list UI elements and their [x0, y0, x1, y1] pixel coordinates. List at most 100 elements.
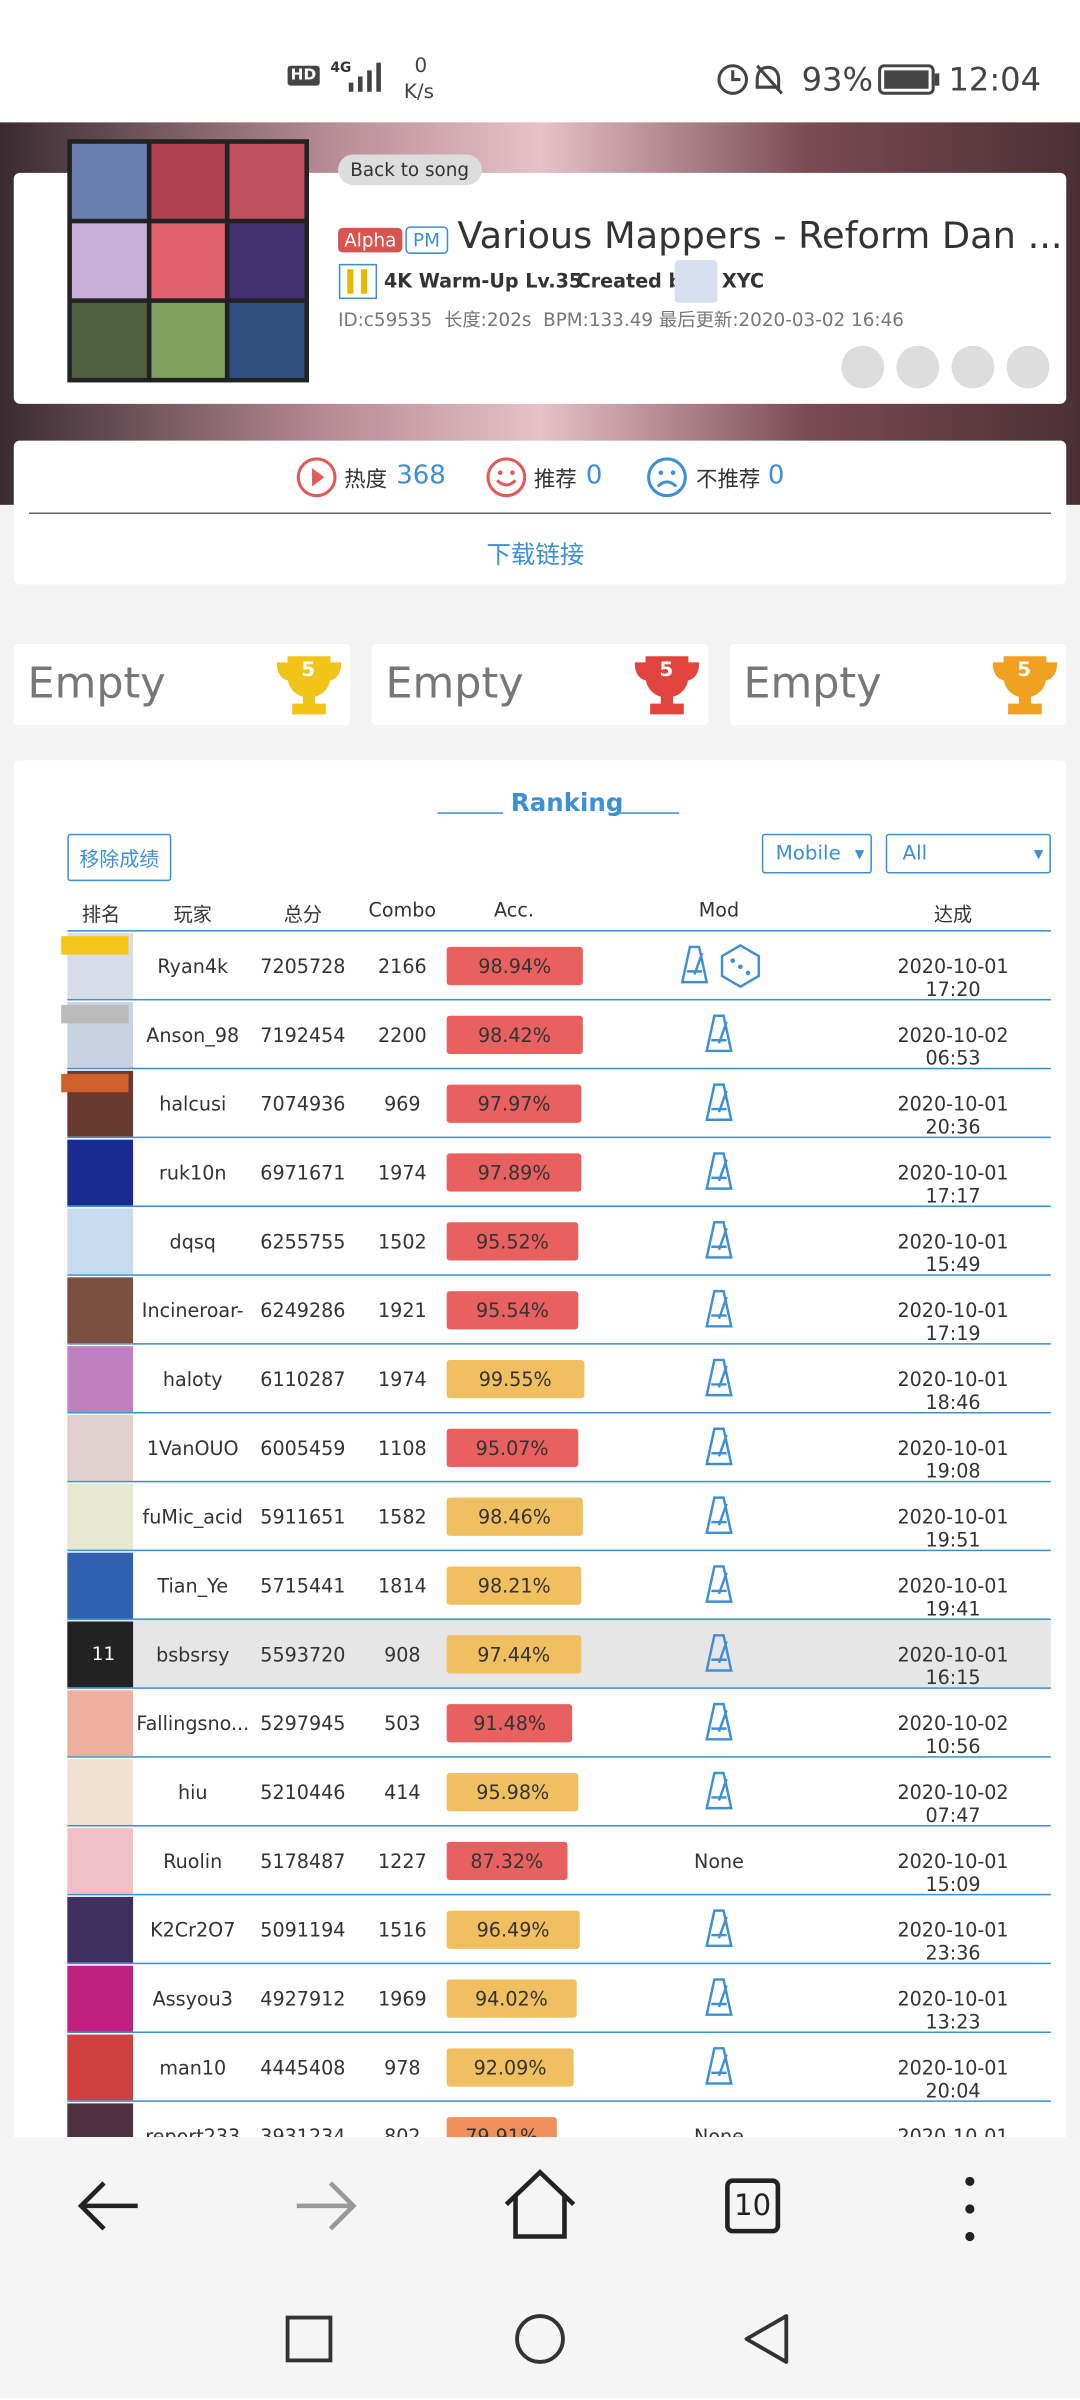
metronome-mod-icon [680, 945, 709, 984]
hot-count: 368 [396, 460, 446, 492]
creator-avatar [674, 260, 718, 303]
like-count: 0 [585, 460, 603, 492]
delete-button[interactable] [951, 345, 995, 389]
player-name: 1VanOUO [146, 1436, 239, 1460]
score: 7192454 [260, 1023, 346, 1047]
slot-text: Empty [743, 657, 882, 709]
score: 3931234 [260, 2124, 346, 2138]
filter-select[interactable]: All ▼ [885, 833, 1051, 874]
score: 5178487 [260, 1849, 346, 1873]
share-button[interactable] [1006, 345, 1050, 389]
metronome-mod-icon [705, 1565, 733, 1603]
player-avatar [67, 1483, 134, 1550]
column-header: Mod [698, 897, 740, 921]
back-button[interactable]: Back to song [338, 154, 482, 186]
player-avatar [67, 2034, 134, 2101]
player-name: halcusi [159, 1092, 227, 1116]
combo: 908 [384, 1642, 421, 1666]
row-rule [67, 1893, 1051, 1896]
achieved-date: 2020-10-01 17:20 [897, 954, 1009, 1001]
score: 5715441 [260, 1574, 346, 1598]
signal-icon [348, 62, 381, 92]
accuracy-bar: 95.54% [446, 1291, 579, 1330]
accuracy-bar: 98.21% [446, 1566, 582, 1605]
download-link[interactable]: 下载链接 [486, 540, 585, 570]
accuracy-bar: 95.98% [446, 1772, 579, 1812]
battery-percent: 93% [801, 61, 874, 98]
like-label[interactable]: 推荐 [533, 468, 577, 493]
row-rule [67, 2031, 1051, 2034]
player-name: haloty [162, 1367, 223, 1391]
slot-text: Empty [385, 657, 524, 709]
row-rule [67, 2100, 1051, 2102]
column-header: Acc. [494, 897, 534, 921]
home-nav[interactable] [502, 2168, 578, 2241]
system-nav[interactable] [285, 2313, 805, 2368]
song-meta: ID:c59535 长度:202s BPM:133.49 最后更新:2020-0… [338, 309, 904, 331]
combo: 978 [384, 2055, 421, 2079]
player-name: Tian_Ye [157, 1574, 229, 1598]
achieved-date: 2020-10-01 15:49 [897, 1229, 1009, 1276]
rank-band [61, 1005, 129, 1024]
tabs-nav[interactable]: 10 [725, 2178, 781, 2234]
metronome-mod-icon [705, 1427, 733, 1466]
dislike-label[interactable]: 不推荐 [696, 468, 761, 493]
dislike-count: 0 [767, 460, 785, 492]
menu-nav[interactable] [958, 2175, 982, 2242]
row-rule [67, 998, 1051, 1001]
player-name: bsbsrsy [156, 1642, 230, 1666]
badge-alpha: Alpha [338, 227, 403, 253]
column-header: 排名 [81, 902, 121, 926]
player-name: ruk10n [158, 1161, 227, 1185]
ranking-table: 排名 玩家 总分 Combo Acc. Mod 达成 Ryan4k 7205728 2166 98.… [61, 897, 1051, 2138]
player-name: man10 [159, 2055, 227, 2079]
mod-text: None [694, 2124, 744, 2138]
player-name: K2Cr2O7 [150, 1918, 236, 1942]
battery-icon [878, 64, 940, 95]
accuracy-bar: 97.44% [446, 1635, 581, 1674]
edit-button[interactable] [896, 345, 940, 389]
achieved-date: 2020-10-01 16:15 [897, 1642, 1009, 1689]
player-name: hiu [177, 1780, 208, 1804]
rank-band [61, 1073, 129, 1093]
score: 6255755 [260, 1229, 346, 1253]
row-rule [67, 1687, 1051, 1689]
slot-text: Empty [27, 657, 166, 709]
hd-icon: HD [287, 65, 320, 86]
rank-number: 11 [91, 1642, 116, 1665]
forward-nav[interactable] [291, 2175, 361, 2236]
tab-count: 10 [734, 2189, 772, 2223]
player-name: report233 [145, 2124, 241, 2138]
mod-text: None [694, 1849, 744, 1873]
combo: 1969 [377, 1987, 427, 2011]
metronome-mod-icon [705, 1152, 733, 1190]
report-button[interactable] [841, 345, 885, 389]
trophy-icon [992, 656, 1058, 715]
row-rule [67, 1962, 1051, 1965]
back-nav[interactable] [73, 2175, 143, 2236]
metronome-mod-icon [705, 1909, 733, 1948]
combo: 1502 [377, 1229, 427, 1253]
metronome-mod-icon [705, 1771, 733, 1810]
achieved-date: 2020-10-01 20:36 [897, 1092, 1009, 1139]
achieved-date: 2020-10-01 16:56 [897, 2124, 1009, 2138]
accuracy-bar: 91.48% [446, 1704, 573, 1743]
score: 6971671 [260, 1161, 346, 1185]
accuracy-bar: 94.02% [446, 1979, 577, 2018]
score: 5210446 [260, 1780, 346, 1804]
achieved-date: 2020-10-01 20:04 [897, 2055, 1009, 2102]
accuracy-bar: 87.32% [446, 1841, 567, 1881]
row-rule [67, 1618, 1051, 1620]
achieved-date: 2020-10-02 10:56 [897, 1711, 1009, 1758]
metronome-mod-icon [705, 2047, 733, 2085]
metronome-mod-icon [705, 1702, 733, 1741]
player-avatar [67, 1828, 134, 1894]
remove-button[interactable]: 移除成绩 [67, 833, 172, 882]
title-rule [613, 812, 680, 814]
player-name: fuMic_acid [142, 1505, 243, 1529]
player-avatar [67, 1621, 134, 1688]
combo: 2166 [377, 954, 427, 978]
metronome-mod-icon [705, 1496, 733, 1535]
platform-select[interactable]: Mobile ▼ [761, 833, 872, 874]
accuracy-bar: 98.94% [446, 946, 583, 986]
